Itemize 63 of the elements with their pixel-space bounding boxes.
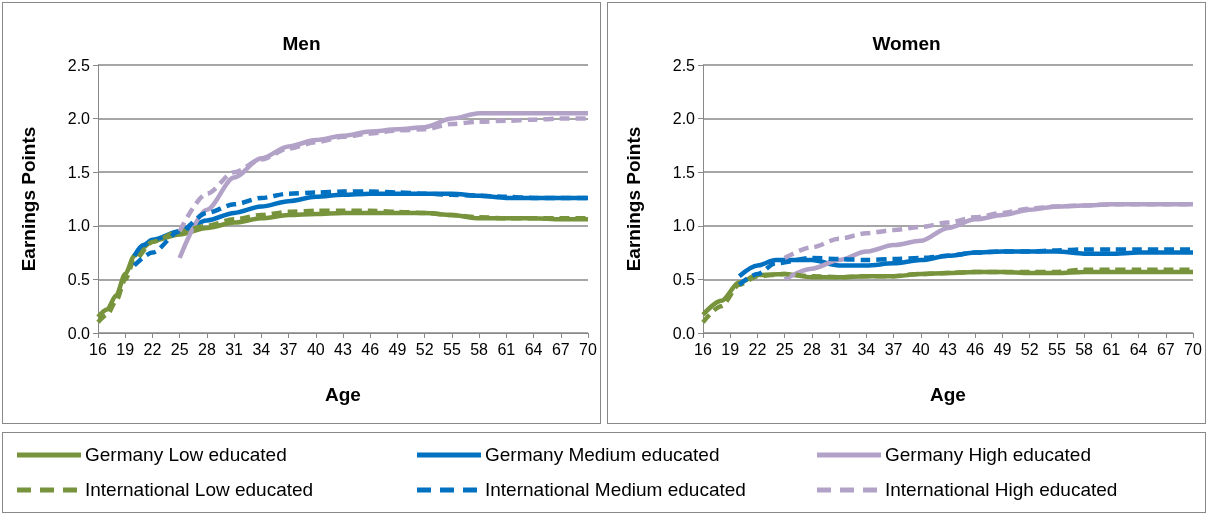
x-tick-label: 46 [361, 340, 380, 358]
x-tick-label: 16 [89, 340, 107, 358]
chart-title: Women [872, 33, 941, 54]
y-tick-label: 0.0 [672, 324, 696, 342]
x-tick-label: 61 [497, 340, 516, 358]
x-tick-label: 37 [279, 340, 298, 358]
x-tick-label: 61 [1102, 340, 1121, 358]
x-tick-label: 64 [1129, 340, 1148, 358]
x-tick-label: 34 [857, 340, 876, 358]
x-tick-label: 49 [993, 340, 1012, 358]
x-tick-label: 55 [1047, 340, 1066, 358]
x-tick-label: 70 [1184, 340, 1202, 358]
x-tick-label: 31 [830, 340, 849, 358]
x-tick-label: 52 [415, 340, 434, 358]
x-axis-title: Age [325, 384, 361, 405]
y-tick-label: 2.0 [67, 110, 91, 128]
x-tick-label: 22 [748, 340, 767, 358]
y-tick-label: 1.0 [67, 217, 91, 235]
x-tick-label: 28 [802, 340, 821, 358]
x-tick-label: 19 [721, 340, 740, 358]
y-tick-label: 0.0 [67, 324, 91, 342]
x-tick-label: 34 [252, 340, 271, 358]
x-tick-label: 67 [1156, 340, 1175, 358]
y-tick-label: 2.5 [672, 56, 696, 74]
x-tick-label: 40 [306, 340, 325, 358]
x-tick-label: 16 [694, 340, 712, 358]
x-tick-label: 70 [579, 340, 597, 358]
x-tick-label: 64 [524, 340, 543, 358]
legend-label: Germany Medium educated [485, 443, 720, 466]
x-tick-label: 58 [470, 340, 489, 358]
x-tick-label: 55 [442, 340, 461, 358]
y-tick-label: 2.5 [67, 56, 91, 74]
line-series [177, 110, 591, 261]
x-tick-label: 37 [884, 340, 903, 358]
y-tick-label: 1.5 [67, 163, 91, 181]
x-axis-title: Age [930, 384, 966, 405]
x-tick-label: 43 [334, 340, 352, 358]
x-tick-label: 28 [197, 340, 216, 358]
x-tick-label: 67 [551, 340, 570, 358]
legend-label: International Low educated [85, 479, 314, 502]
x-tick-label: 19 [116, 340, 135, 358]
y-axis-title: Earnings Points [623, 126, 644, 272]
legend-label: International Medium educated [485, 479, 746, 502]
x-tick-label: 58 [1075, 340, 1094, 358]
x-tick-label: 25 [170, 340, 189, 358]
y-tick-label: 1.0 [672, 217, 696, 235]
y-axis-title: Earnings Points [18, 126, 39, 272]
y-tick-label: 0.5 [672, 270, 696, 288]
x-tick-label: 52 [1020, 340, 1039, 358]
x-tick-label: 43 [939, 340, 957, 358]
x-tick-label: 25 [775, 340, 794, 358]
x-tick-label: 46 [966, 340, 985, 358]
chart-title: Men [282, 33, 321, 54]
x-tick-label: 31 [225, 340, 244, 358]
y-tick-label: 0.5 [67, 270, 91, 288]
legend-label: International High educated [885, 479, 1118, 502]
legend-label: Germany High educated [885, 443, 1091, 466]
x-tick-label: 49 [388, 340, 407, 358]
y-tick-label: 2.0 [672, 110, 696, 128]
x-tick-label: 40 [911, 340, 930, 358]
x-tick-label: 22 [143, 340, 162, 358]
legend-label: Germany Low educated [85, 443, 287, 466]
y-tick-label: 1.5 [672, 163, 696, 181]
